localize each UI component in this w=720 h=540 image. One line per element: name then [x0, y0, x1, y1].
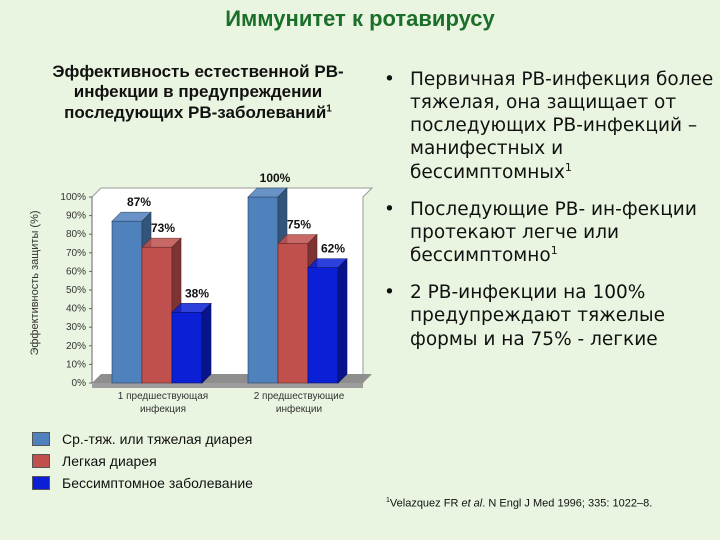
y-axis-label: Эффективность защиты (%) — [29, 210, 41, 355]
y-tick-label: 50% — [66, 285, 86, 296]
legend-item-asymptomatic: Бессимптомное заболевание — [32, 472, 253, 494]
y-tick-label: 10% — [66, 359, 86, 370]
y-tick-label: 20% — [66, 341, 86, 352]
reference-text-before: Velazquez FR — [389, 497, 462, 510]
bullet-text: 2 РВ-инфекции на 100% предупреждают тяже… — [410, 281, 714, 350]
y-tick-label: 40% — [66, 304, 86, 315]
bullet-marker: • — [384, 198, 395, 220]
bullet-item: • Последующие РВ- ин-фекции протекают ле… — [384, 198, 714, 268]
data-label: 75% — [287, 218, 311, 232]
legend: Ср.-тяж. или тяжелая диарея Легкая диаре… — [32, 428, 253, 494]
x-tick-label: 2 предшествующие — [254, 391, 345, 402]
bar — [141, 246, 173, 384]
bar — [111, 220, 143, 384]
y-tick-label: 0% — [72, 378, 87, 389]
bullet-marker: • — [384, 69, 395, 90]
y-tick-label: 100% — [60, 192, 86, 203]
bullet-list: • Первичная РВ-инфекция более тяжелая, о… — [384, 68, 714, 365]
bar — [307, 267, 339, 384]
legend-label-asymptomatic: Бессимптомное заболевание — [62, 475, 253, 491]
bar — [247, 196, 279, 384]
legend-label-severe: Ср.-тяж. или тяжелая диарея — [62, 431, 253, 447]
legend-label-mild: Легкая диарея — [62, 453, 157, 469]
data-label: 87% — [127, 195, 151, 209]
bar — [171, 312, 203, 384]
bullet-text-body: Первичная РВ-инфекция более тяжелая, она… — [410, 69, 714, 183]
bullet-footnote: 1 — [550, 244, 558, 258]
y-tick-label: 30% — [66, 322, 86, 333]
bar-side — [201, 302, 212, 384]
reference-italic: et al — [461, 497, 483, 510]
bullet-item: • Первичная РВ-инфекция более тяжелая, о… — [384, 68, 714, 184]
bullet-text: Первичная РВ-инфекция более тяжелая, она… — [410, 68, 714, 184]
y-tick-label: 80% — [66, 229, 86, 240]
reference: 1Velazquez FR et al. N Engl J Med 1996; … — [386, 497, 652, 510]
chart-title-footnote: 1 — [326, 103, 332, 115]
data-label: 38% — [185, 286, 209, 300]
bullet-text-body: 2 РВ-инфекции на 100% предупреждают тяже… — [410, 282, 665, 350]
data-label: 62% — [321, 242, 345, 256]
legend-item-severe: Ср.-тяж. или тяжелая диарея — [32, 428, 253, 450]
legend-swatch-mild — [32, 454, 50, 468]
legend-item-mild: Легкая диарея — [32, 450, 253, 472]
bar — [277, 243, 309, 384]
legend-swatch-asymptomatic — [32, 476, 50, 490]
x-tick-label: инфекция — [140, 403, 186, 415]
slide-title: Иммунитет к ротавирусу — [225, 6, 495, 31]
bullet-text: Последующие РВ- ин-фекции протекают легч… — [410, 198, 714, 268]
data-label: 73% — [151, 221, 175, 235]
reference-footnote: 1 — [386, 497, 390, 504]
reference-text-after: . N Engl J Med 1996; 335: 1022–8. — [482, 497, 653, 510]
chart-title-text: Эффективность естественной РВ-инфекции в… — [52, 62, 344, 122]
bullet-marker: • — [384, 282, 395, 304]
y-tick-label: 60% — [66, 266, 86, 277]
chart-title: Эффективность естественной РВ-инфекции в… — [28, 62, 368, 123]
plot-floor-edge — [92, 383, 363, 388]
bullet-item: • 2 РВ-инфекции на 100% предупреждают тя… — [384, 281, 714, 350]
bar-side — [337, 257, 348, 384]
y-tick-label: 90% — [66, 211, 86, 222]
bullet-footnote: 1 — [564, 160, 572, 174]
x-tick-label: инфекции — [276, 403, 322, 415]
data-label: 100% — [260, 171, 291, 185]
bullet-text-body: Последующие РВ- ин-фекции протекают легч… — [410, 198, 697, 267]
y-tick-label: 70% — [66, 248, 86, 259]
legend-swatch-severe — [32, 432, 50, 446]
x-tick-label: 1 предшествующая — [118, 391, 208, 402]
